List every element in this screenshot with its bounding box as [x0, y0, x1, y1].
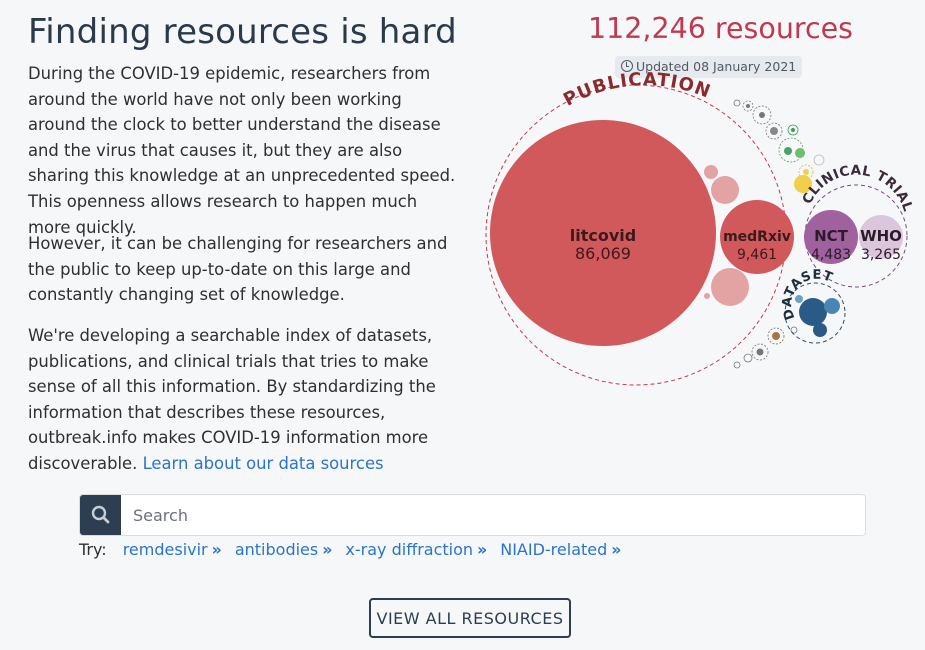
litcovid-bubble[interactable]: [490, 120, 716, 346]
nct-label: NCT: [814, 227, 849, 245]
suggestion-x-ray-diffraction[interactable]: x-ray diffraction ››: [345, 540, 487, 559]
suggestion-niaid-related[interactable]: NIAID-related ››: [500, 540, 621, 559]
dataset-source-bubble[interactable]: [824, 298, 840, 314]
search-bar: [79, 494, 866, 536]
litcovid-count: 86,069: [575, 244, 631, 263]
search-input[interactable]: [121, 495, 865, 535]
nct-bubble[interactable]: [804, 210, 858, 264]
double-chevron-right-icon: ››: [211, 540, 222, 559]
clock-icon: [621, 60, 633, 72]
suggestion-text: x-ray diffraction: [345, 540, 474, 559]
publication-source-bubble[interactable]: [711, 176, 739, 204]
publication-source-bubble[interactable]: [711, 268, 749, 306]
nct-count: 4,483: [811, 247, 851, 263]
page-title: Finding resources is hard: [28, 12, 457, 52]
double-chevron-right-icon: ››: [611, 540, 621, 559]
tiny-source-bubbles-top: [733, 99, 825, 193]
publication-source-bubble[interactable]: [704, 293, 710, 299]
intro-paragraph-1: During the COVID-19 epidemic, researcher…: [28, 64, 456, 237]
resource-count: 112,246 resources: [588, 12, 854, 45]
updated-text: Updated 08 January 2021: [636, 59, 797, 74]
medrxiv-bubble[interactable]: [720, 200, 794, 274]
updated-badge: Updated 08 January 2021: [615, 56, 803, 78]
dataset-group-outline: [784, 282, 846, 344]
resource-bubble-chart: PUBLICATION litcovid 86,069 medRxiv 9,46…: [485, 69, 916, 386]
learn-about-data-sources-link[interactable]: Learn about our data sources: [142, 453, 384, 473]
clinical-trial-group-label: CLINICAL TRIAL: [799, 163, 916, 214]
suggestion-antibodies[interactable]: antibodies ››: [234, 540, 333, 559]
who-count: 3,265: [861, 247, 901, 263]
dataset-source-bubble[interactable]: [795, 295, 803, 303]
double-chevron-right-icon: ››: [322, 540, 332, 559]
search-suggestions: Try: remdesivir ›› antibodies ›› x-ray dif…: [79, 540, 622, 559]
who-bubble[interactable]: [859, 215, 903, 259]
suggestion-text: NIAID-related: [500, 540, 608, 559]
medrxiv-count: 9,461: [737, 247, 777, 263]
view-all-resources-button[interactable]: VIEW ALL RESOURCES: [369, 598, 571, 638]
double-chevron-right-icon: ››: [477, 540, 487, 559]
search-icon: [91, 505, 110, 524]
suggestion-text: remdesivir: [122, 540, 208, 559]
search-button[interactable]: [80, 495, 121, 535]
suggestion-text: antibodies: [234, 540, 319, 559]
dataset-source-bubble[interactable]: [799, 298, 827, 326]
publication-source-bubble[interactable]: [704, 165, 718, 179]
who-label: WHO: [860, 227, 902, 245]
publication-group-label: PUBLICATION: [560, 69, 714, 111]
try-label: Try:: [79, 540, 107, 559]
intro-paragraph-3: We're developing a searchable index of d…: [28, 323, 458, 477]
litcovid-label: litcovid: [570, 226, 636, 245]
medrxiv-label: medRxiv: [723, 229, 791, 245]
intro-paragraph-2: However, it can be challenging for resea…: [28, 234, 448, 305]
suggestion-remdesivir[interactable]: remdesivir ››: [122, 540, 222, 559]
intro-paragraph-3-text: We're developing a searchable index of d…: [28, 326, 436, 473]
clinical-trial-group-outline: [804, 184, 908, 288]
tiny-source-bubbles-bottom: [733, 326, 798, 369]
dataset-source-bubble[interactable]: [813, 323, 827, 337]
